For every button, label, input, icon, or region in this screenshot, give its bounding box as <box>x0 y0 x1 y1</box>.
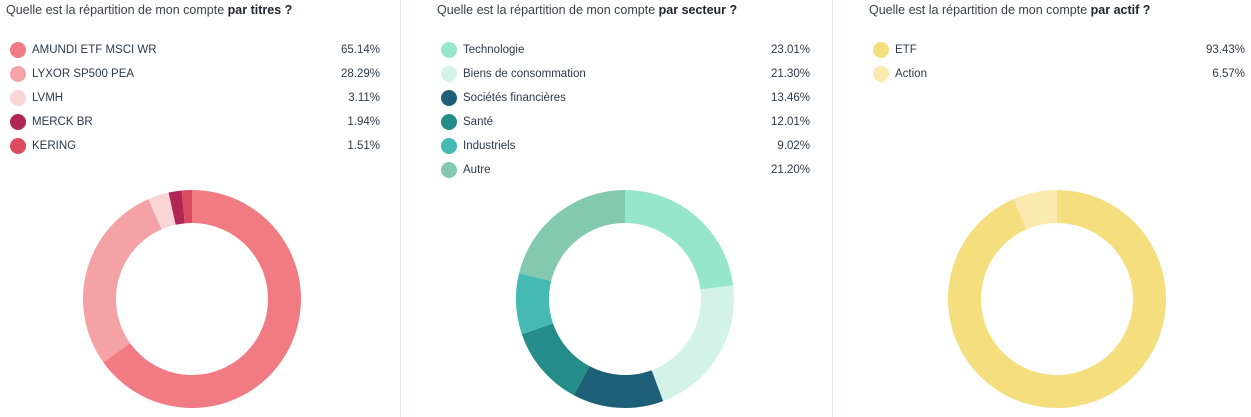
legend-swatch <box>441 138 457 154</box>
legend-value: 21.20% <box>770 164 810 176</box>
chart-title: Quelle est la répartition de mon compte … <box>437 3 738 17</box>
legend-value: 65.14% <box>340 44 380 56</box>
legend-label: Autre <box>463 164 491 176</box>
legend: AMUNDI ETF MSCI WR 65.14% LYXOR SP500 PEA 2… <box>10 40 380 160</box>
legend-value: 6.57% <box>1212 68 1245 80</box>
legend-item: LYXOR SP500 PEA 28.29% <box>10 64 380 88</box>
legend-swatch <box>873 42 889 58</box>
legend-label: LYXOR SP500 PEA <box>32 68 135 80</box>
legend-swatch <box>441 90 457 106</box>
legend-value: 13.46% <box>770 92 810 104</box>
legend-swatch <box>10 42 26 58</box>
legend-swatch <box>10 114 26 130</box>
donut-slice <box>521 323 590 396</box>
legend-item: Autre 21.20% <box>441 160 810 184</box>
legend-item: Action 6.57% <box>873 64 1245 88</box>
donut-slice <box>168 190 185 225</box>
legend-value: 21.30% <box>770 68 810 80</box>
donut-chart <box>516 190 734 408</box>
legend-item: ETF 93.43% <box>873 40 1245 64</box>
legend-swatch <box>10 138 26 154</box>
legend-value: 9.02% <box>777 140 810 152</box>
legend-value: 3.11% <box>348 92 380 104</box>
chart-panel-titres: Quelle est la répartition de mon compte … <box>0 0 400 417</box>
legend: ETF 93.43% Action 6.57% <box>873 40 1245 88</box>
legend-swatch <box>10 66 26 82</box>
donut-slice <box>625 190 734 290</box>
legend-swatch <box>441 162 457 178</box>
legend-swatch <box>441 42 457 58</box>
panel-divider <box>400 0 401 417</box>
legend-item: Sociétés financières 13.46% <box>441 88 810 112</box>
donut-slice <box>651 285 734 402</box>
chart-title: Quelle est la répartition de mon compte … <box>869 3 1151 17</box>
legend-label: MERCK BR <box>32 116 93 128</box>
legend-item: MERCK BR 1.94% <box>10 112 380 136</box>
chart-panel-actif: Quelle est la répartition de mon compte … <box>848 0 1251 417</box>
chart-title: Quelle est la répartition de mon compte … <box>6 3 293 17</box>
legend-item: KERING 1.51% <box>10 136 380 160</box>
legend-label: Sociétés financières <box>463 92 566 104</box>
donut-slice <box>181 190 192 224</box>
legend-label: LVMH <box>32 92 64 104</box>
legend-item: Santé 12.01% <box>441 112 810 136</box>
legend-label: Technologie <box>463 44 525 56</box>
chart-panel-secteur: Quelle est la répartition de mon compte … <box>416 0 832 417</box>
legend-item: Industriels 9.02% <box>441 136 810 160</box>
legend-value: 23.01% <box>770 44 810 56</box>
legend-label: KERING <box>32 140 77 152</box>
donut-chart <box>948 190 1166 409</box>
donut-slice <box>103 190 301 408</box>
donut-slice <box>148 192 176 230</box>
legend-label: ETF <box>895 44 917 56</box>
legend-label: Action <box>895 68 927 80</box>
donut-slice <box>1013 190 1057 230</box>
legend-item: LVMH 3.11% <box>10 88 380 112</box>
legend-swatch <box>10 90 26 106</box>
legend-label: Industriels <box>463 140 516 152</box>
donut-slice <box>948 190 1166 409</box>
legend-value: 93.43% <box>1205 44 1245 56</box>
legend-item: AMUNDI ETF MSCI WR 65.14% <box>10 40 380 64</box>
panel-divider <box>832 0 833 417</box>
legend-item: Technologie 23.01% <box>441 40 810 64</box>
legend-label: Santé <box>463 116 494 128</box>
donut-slice <box>516 273 554 335</box>
legend-value: 12.01% <box>770 116 810 128</box>
legend-swatch <box>441 114 457 130</box>
donut-slice <box>83 199 162 363</box>
legend-value: 1.94% <box>347 116 380 128</box>
donut-chart <box>83 190 301 408</box>
legend-value: 28.29% <box>340 68 380 80</box>
legend-item: Biens de consommation 21.30% <box>441 64 810 88</box>
legend-value: 1.51% <box>347 140 380 152</box>
legend-swatch <box>441 66 457 82</box>
legend-label: Biens de consommation <box>463 68 586 80</box>
legend-label: AMUNDI ETF MSCI WR <box>32 44 157 56</box>
donut-slice <box>573 366 664 408</box>
donut-slice <box>519 190 625 282</box>
legend: Technologie 23.01% Biens de consommation 21… <box>441 40 810 184</box>
legend-swatch <box>873 66 889 82</box>
